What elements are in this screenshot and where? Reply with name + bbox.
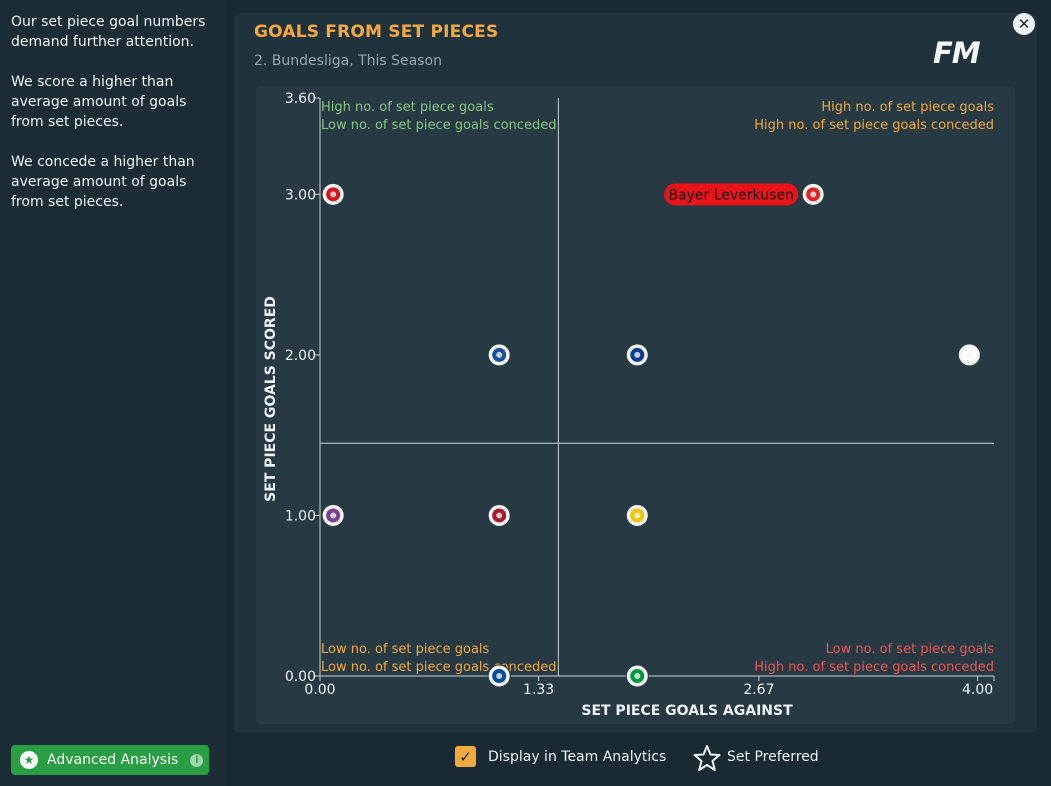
display-in-team-analytics-checkbox[interactable]: ✓ — [455, 746, 476, 767]
quadrant-top-left-line-1: High no. of set piece goals — [321, 100, 494, 115]
kaiserslautern-badge-icon-center — [330, 191, 337, 198]
scatter-chart-svg: 0.00 1.00 2.00 3.00 3.60 0.00 1.33 2.67 4.00 SET … — [263, 91, 995, 719]
star-outline-icon — [693, 745, 721, 771]
x-tick-label: 2.67 — [743, 682, 774, 698]
info-icon[interactable]: i — [190, 753, 204, 767]
y-tick-label: 3.00 — [285, 187, 316, 203]
set-preferred-button[interactable] — [693, 744, 721, 776]
y-tick-label: 3.60 — [285, 91, 316, 107]
fm-logo: FM — [933, 36, 981, 70]
sidebar: Our set piece goal numbers demand furthe… — [0, 0, 226, 786]
quadrant-bottom-right-line-2: High no. of set piece goals conceded — [754, 660, 994, 675]
checkmark-icon: ✓ — [459, 747, 472, 766]
quadrant-bottom-right-line-1: Low no. of set piece goals — [826, 642, 995, 657]
display-in-team-analytics-label: Display in Team Analytics — [488, 749, 667, 765]
leverkusen-badge-icon-center — [810, 191, 817, 198]
x-tick-label: 4.00 — [962, 682, 993, 698]
1860-munich-badge-icon-center — [966, 351, 973, 358]
quadrant-top-left-line-2: Low no. of set piece goals conceded — [321, 118, 556, 133]
nuernberg-badge-icon-center — [496, 512, 503, 519]
osnabrueck-badge-icon-center — [330, 512, 337, 519]
highlight-label: Bayer Leverkusen — [668, 187, 793, 203]
advanced-analysis-label: Advanced Analysis — [47, 752, 179, 768]
highlight-label-bg — [664, 183, 799, 206]
close-button[interactable]: ✕ — [1013, 13, 1035, 35]
insight-text-3: We concede a higher than average amount … — [11, 154, 195, 210]
y-tick-label: 2.00 — [285, 348, 316, 364]
quadrant-top-right-line-2: High no. of set piece goals conceded — [754, 118, 994, 133]
schalke-badge-icon-center — [496, 673, 503, 679]
quadrant-bottom-left-line-2: Low no. of set piece goals conceded — [321, 660, 556, 675]
close-icon: ✕ — [1017, 15, 1031, 33]
x-axis-title: SET PIECE GOALS AGAINST — [581, 703, 793, 719]
set-preferred-label: Set Preferred — [727, 749, 819, 765]
x-tick-label: 0.00 — [304, 682, 335, 698]
advanced-analysis-button[interactable]: ★ Advanced Analysis i — [11, 745, 209, 775]
braunschweig-badge-icon-center — [634, 512, 641, 519]
y-tick-label: 1.00 — [285, 508, 316, 524]
insight-text-1: Our set piece goal numbers demand furthe… — [11, 14, 206, 50]
hansa-rostock-badge-icon-center — [496, 351, 503, 358]
panel-title: GOALS FROM SET PIECES — [254, 22, 499, 42]
quadrant-top-right-line-1: High no. of set piece goals — [821, 100, 994, 115]
y-axis-title: SET PIECE GOALS SCORED — [263, 296, 279, 502]
x-tick-label: 1.33 — [523, 682, 554, 698]
panel-subtitle: 2. Bundesliga, This Season — [254, 53, 442, 69]
star-circle-icon: ★ — [20, 751, 38, 769]
fuerth-badge-icon-center — [634, 673, 641, 679]
scatter-chart: 0.00 1.00 2.00 3.00 3.60 0.00 1.33 2.67 4.00 SET … — [256, 86, 1015, 724]
y-tick-label: 0.00 — [285, 669, 316, 685]
insight-text-2: We score a higher than average amount of… — [11, 74, 187, 130]
quadrant-bottom-left-line-1: Low no. of set piece goals — [321, 642, 490, 657]
hamburg-badge-icon-center — [634, 351, 641, 358]
